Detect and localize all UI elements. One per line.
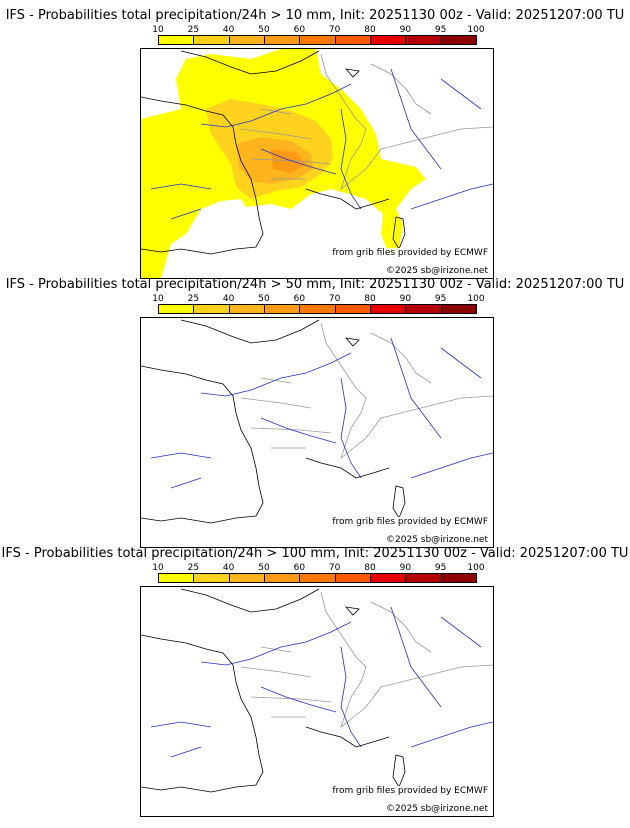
panel-title: IFS - Probabilities total precipitation/…: [5, 8, 625, 23]
colorbar-segment: [300, 36, 336, 44]
map-panel-3: IFS - Probabilities total precipitation/…: [0, 546, 630, 822]
probability-area-50: [271, 149, 306, 173]
colorbar-segment: [159, 305, 195, 313]
colorbar-tick-label: 80: [364, 25, 376, 35]
colorbar-tick-label: 90: [399, 563, 412, 573]
colorbar-tick-label: 95: [434, 294, 447, 304]
colorbar-tick-label: 60: [293, 294, 306, 304]
colorbar-tick-label: 100: [467, 294, 485, 304]
colorbar-segment: [264, 36, 301, 44]
source-credit: from grib files provided by ECMWF: [331, 786, 489, 796]
colorbar-segment: [441, 574, 476, 582]
colorbar-tick-label: 80: [364, 294, 376, 304]
admin-borders: [240, 591, 493, 729]
colorbar-tick-label: 10: [152, 25, 164, 35]
colorbar-segment: [406, 305, 442, 313]
copyright-label: ©2025 sb@irizone.net: [385, 266, 489, 276]
rivers: [150, 606, 493, 758]
colorbar: [158, 35, 477, 45]
colorbar-segment: [441, 36, 476, 44]
colorbar-tick-label: 95: [434, 563, 447, 573]
source-credit: from grib files provided by ECMWF: [331, 517, 489, 527]
colorbar-segment: [229, 305, 265, 313]
colorbar-tick-label: 70: [328, 294, 341, 304]
colorbar-tick-label: 40: [222, 294, 235, 304]
colorbar-segment: [300, 574, 336, 582]
colorbar-segment: [264, 305, 301, 313]
colorbar-tick-label: 100: [467, 25, 485, 35]
colorbar-tick-label: 50: [258, 25, 270, 35]
colorbar-ticks: 10 25 40 50 60 70 80 90 95 100: [152, 25, 484, 35]
admin-borders: [240, 53, 493, 191]
panel-title: IFS - Probabilities total precipitation/…: [5, 277, 625, 292]
colorbar: [158, 304, 477, 314]
colorbar-segment: [194, 305, 230, 313]
colorbar-tick-label: 100: [467, 563, 485, 573]
map-panel-2: IFS - Probabilities total precipitation/…: [0, 277, 630, 553]
map-frame: from grib files provided by ECMWF ©2025 …: [140, 317, 494, 548]
colorbar-ticks: 10 25 40 50 60 70 80 90 95 100: [152, 563, 484, 573]
colorbar-segment: [335, 305, 371, 313]
colorbar-segment: [441, 305, 476, 313]
colorbar-ticks: 10 25 40 50 60 70 80 90 95 100: [152, 294, 484, 304]
coastline: [141, 588, 406, 793]
colorbar-tick-label: 60: [293, 563, 306, 573]
precipitation-map: [141, 49, 493, 278]
admin-borders: [240, 322, 493, 460]
colorbar-segment: [406, 574, 442, 582]
panel-title: IFS - Probabilities total precipitation/…: [1, 546, 629, 561]
colorbar: [158, 573, 477, 583]
colorbar-tick-label: 40: [222, 25, 235, 35]
colorbar-segment: [300, 305, 336, 313]
precipitation-map: [141, 319, 493, 524]
rivers: [150, 68, 493, 220]
coastline: [141, 319, 406, 524]
colorbar-tick-label: 25: [187, 563, 200, 573]
colorbar-segment: [159, 574, 195, 582]
colorbar-segment: [335, 574, 371, 582]
colorbar-tick-label: 70: [328, 25, 341, 35]
colorbar-segment: [159, 36, 195, 44]
map-frame: from grib files provided by ECMWF ©2025 …: [140, 586, 494, 817]
colorbar-tick-label: 60: [293, 25, 306, 35]
rivers: [150, 337, 493, 489]
precipitation-map: [141, 588, 493, 793]
colorbar-tick-label: 95: [434, 25, 447, 35]
colorbar-tick-label: 25: [187, 294, 200, 304]
colorbar-tick-label: 50: [258, 563, 270, 573]
colorbar-segment: [406, 36, 442, 44]
colorbar-segment: [194, 36, 230, 44]
colorbar-tick-label: 40: [222, 563, 235, 573]
copyright-label: ©2025 sb@irizone.net: [385, 804, 489, 814]
colorbar-tick-label: 10: [152, 294, 164, 304]
colorbar-segment: [335, 36, 371, 44]
colorbar-tick-label: 10: [152, 563, 164, 573]
colorbar-tick-label: 25: [187, 25, 200, 35]
colorbar-segment: [229, 574, 265, 582]
colorbar-segment: [229, 36, 265, 44]
colorbar-segment: [370, 305, 407, 313]
map-frame: from grib files provided by ECMWF ©2025 …: [140, 48, 494, 279]
colorbar-segment: [264, 574, 301, 582]
colorbar-segment: [194, 574, 230, 582]
map-panel-1: IFS - Probabilities total precipitation/…: [0, 8, 630, 284]
colorbar-tick-label: 90: [399, 25, 412, 35]
copyright-label: ©2025 sb@irizone.net: [385, 535, 489, 545]
colorbar-tick-label: 80: [364, 563, 376, 573]
colorbar-segment: [370, 574, 407, 582]
colorbar-tick-label: 50: [258, 294, 270, 304]
colorbar-tick-label: 90: [399, 294, 412, 304]
source-credit: from grib files provided by ECMWF: [331, 248, 489, 258]
colorbar-tick-label: 70: [328, 563, 341, 573]
colorbar-segment: [370, 36, 407, 44]
